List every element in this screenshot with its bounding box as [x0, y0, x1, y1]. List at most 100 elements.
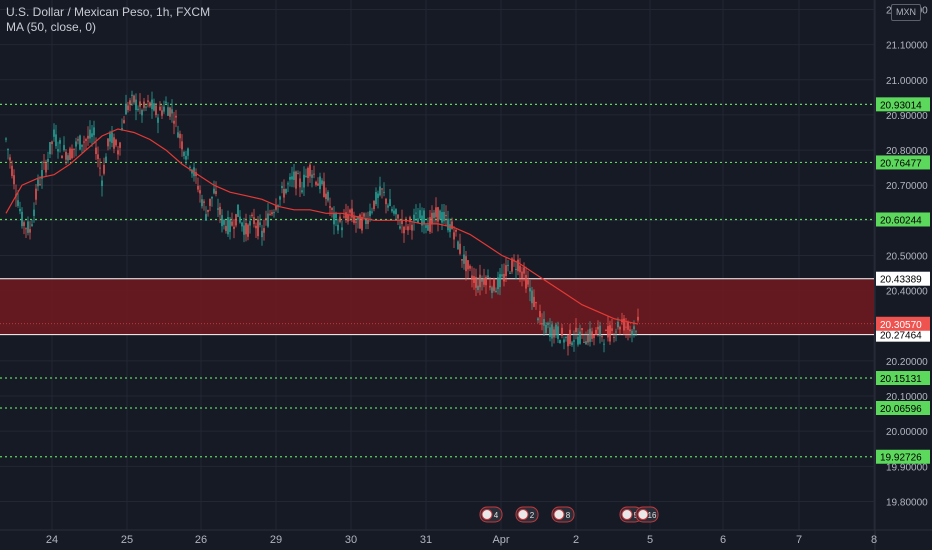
candle-body	[307, 167, 309, 179]
candle	[179, 130, 181, 149]
candle-body	[119, 142, 121, 148]
candle	[361, 212, 363, 234]
candle-body	[325, 193, 327, 200]
candle-body	[43, 161, 45, 164]
candle-body	[525, 274, 527, 289]
candle	[121, 118, 123, 131]
candle-body	[491, 287, 493, 293]
candle-body	[323, 181, 325, 197]
time-tick-label: Apr	[492, 534, 509, 546]
candle	[477, 277, 479, 293]
candle-body	[435, 207, 437, 218]
candle	[455, 229, 457, 237]
candle-body	[265, 217, 267, 220]
price-axis[interactable]: 21.2000021.1000021.0000020.9000020.80000…	[876, 6, 930, 509]
candle	[373, 200, 375, 212]
candle	[33, 202, 35, 223]
candle	[299, 171, 301, 198]
candle-body	[209, 198, 211, 206]
candle-body	[521, 271, 523, 279]
candle	[403, 225, 405, 243]
candle-body	[459, 243, 461, 254]
candle	[461, 259, 463, 268]
candle-body	[143, 101, 145, 108]
candle-body	[239, 216, 241, 223]
candle-body	[575, 327, 577, 332]
candle-body	[105, 156, 107, 163]
candle-body	[153, 103, 155, 111]
candle	[159, 101, 161, 111]
candle	[601, 334, 603, 342]
candle-body	[149, 102, 151, 107]
candle-body	[425, 225, 427, 228]
time-axis[interactable]: 24 25 26 29 30 31 Apr 2 5 6 7 8	[46, 534, 877, 546]
candle-body	[33, 209, 35, 216]
candle-body	[519, 265, 521, 273]
candle-body	[229, 219, 231, 232]
candle-body	[553, 329, 555, 338]
candle-body	[173, 120, 175, 124]
candle	[151, 91, 153, 119]
candle	[213, 180, 215, 195]
candle	[267, 203, 269, 228]
candle-body	[9, 157, 11, 161]
candle-body	[617, 321, 619, 328]
symbol-title[interactable]: U.S. Dollar / Mexican Peso, 1h, FXCM	[6, 5, 211, 19]
candle	[47, 151, 49, 170]
candle-body	[25, 228, 27, 230]
candle	[241, 221, 243, 232]
candle	[577, 328, 579, 347]
candle	[547, 321, 549, 329]
candle-body	[287, 183, 289, 185]
time-tick-label: 2	[573, 534, 579, 546]
candle	[51, 140, 53, 155]
candle-body	[349, 209, 351, 213]
candle-body	[219, 206, 221, 215]
candle	[109, 130, 111, 150]
candle	[45, 159, 47, 177]
candle-body	[413, 214, 415, 221]
zone-fill	[0, 278, 874, 335]
candle-body	[181, 141, 183, 150]
candle	[161, 105, 163, 119]
candle-body	[461, 259, 463, 261]
candle	[575, 318, 577, 340]
candle	[437, 206, 439, 232]
candle	[115, 138, 117, 148]
candle-body	[589, 328, 591, 342]
candle	[531, 286, 533, 310]
candle-body	[593, 334, 595, 339]
candle-body	[473, 276, 475, 283]
candle-body	[255, 225, 257, 229]
candle-body	[67, 155, 69, 161]
candle	[23, 220, 25, 235]
candle-body	[71, 148, 73, 159]
candle-body	[7, 149, 9, 151]
candle-body	[89, 129, 91, 139]
candle	[335, 211, 337, 227]
currency-badge[interactable]: MXN	[891, 4, 921, 21]
candle	[71, 144, 73, 160]
candle	[301, 181, 303, 194]
candle-body	[415, 212, 417, 214]
candle-body	[527, 280, 529, 285]
candle-body	[551, 324, 553, 339]
candle-body	[465, 256, 467, 272]
candle-body	[529, 288, 531, 292]
level-price-label: 20.06596	[880, 404, 922, 415]
candle	[59, 137, 61, 153]
candle-body	[199, 190, 201, 194]
candle	[557, 321, 559, 343]
candle-body	[261, 230, 263, 238]
candle	[579, 324, 581, 345]
candle-body	[121, 128, 123, 130]
candle-body	[327, 191, 329, 201]
candle	[137, 105, 139, 112]
candle	[607, 316, 609, 342]
candle	[69, 146, 71, 160]
flag-icon	[621, 509, 633, 520]
candle	[105, 153, 107, 163]
candle-body	[63, 145, 65, 151]
candle	[411, 222, 413, 240]
indicator-label[interactable]: MA (50, close, 0)	[6, 20, 97, 34]
